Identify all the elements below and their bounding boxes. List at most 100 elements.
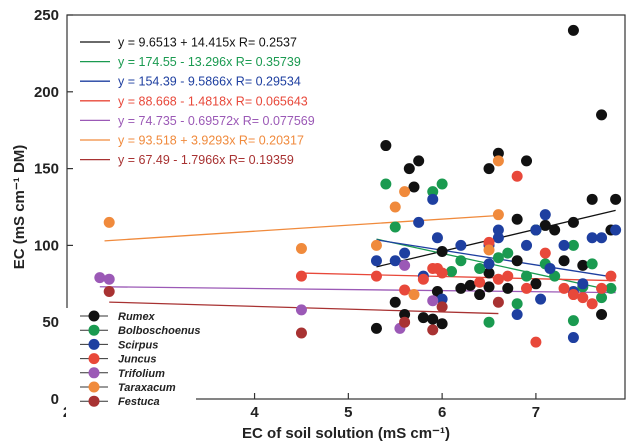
point-taraxacum: [492, 209, 504, 221]
point-rumex: [577, 259, 589, 271]
point-bolboschoenus: [492, 252, 504, 264]
point-rumex: [596, 309, 608, 321]
point-scirpus: [492, 224, 504, 236]
point-juncus: [474, 276, 486, 288]
point-scirpus: [370, 255, 382, 267]
point-scirpus: [558, 239, 570, 251]
point-juncus: [530, 336, 542, 348]
point-rumex: [427, 313, 439, 325]
legend-marker: [88, 310, 100, 322]
point-scirpus: [483, 258, 495, 270]
point-juncus: [558, 282, 570, 294]
point-scirpus: [511, 309, 523, 321]
point-rumex: [464, 279, 476, 291]
legend-marker: [88, 395, 100, 407]
point-taraxacum: [370, 239, 382, 251]
equation-text: y = 174.55 - 13.296x R= 0.35739: [118, 55, 301, 69]
equation-text: y = 88.668 - 1.4818x R= 0.065643: [118, 94, 308, 108]
point-rumex: [567, 216, 579, 228]
point-rumex: [610, 193, 622, 205]
point-rumex: [511, 213, 523, 225]
point-rumex: [539, 219, 551, 231]
legend-marker: [88, 324, 100, 336]
point-bolboschoenus: [567, 239, 579, 251]
x-tick-label: 5: [344, 404, 352, 421]
point-bolboschoenus: [567, 315, 579, 327]
point-scirpus: [567, 332, 579, 344]
point-juncus: [577, 292, 589, 304]
point-juncus: [436, 267, 448, 279]
legend-label: Scirpus: [118, 339, 158, 351]
point-festuca: [492, 296, 504, 308]
legend-label: Festuca: [118, 396, 160, 408]
point-scirpus: [521, 239, 533, 251]
point-scirpus: [427, 193, 439, 205]
point-bolboschoenus: [436, 178, 448, 190]
point-rumex: [558, 255, 570, 267]
point-bolboschoenus: [389, 221, 401, 233]
x-tick-label: 4: [250, 404, 259, 421]
equation-text: y = 93.518 + 3.9293x R= 0.20317: [118, 134, 304, 148]
y-tick-label: 200: [34, 84, 59, 101]
legend-label: Taraxacum: [118, 382, 176, 394]
point-bolboschoenus: [446, 266, 458, 278]
y-tick-label: 50: [42, 314, 59, 331]
point-rumex: [399, 309, 411, 321]
point-juncus: [483, 236, 495, 248]
species-legend: Rumex Bolboschoenus Scirpus Juncus Trifolium…: [66, 308, 201, 420]
point-juncus: [567, 289, 579, 301]
plot-frame: [66, 14, 626, 400]
legend-label: Trifolium: [118, 368, 165, 380]
point-juncus: [605, 270, 617, 282]
point-taraxacum: [483, 244, 495, 256]
y-axis-title: EC (mS cm⁻¹ DM): [11, 145, 28, 270]
point-juncus: [539, 247, 551, 259]
point-trifolium: [295, 304, 307, 316]
point-scirpus: [399, 247, 411, 259]
point-juncus: [492, 273, 504, 285]
y-tick-label: 100: [34, 237, 59, 254]
data-points: [94, 24, 622, 348]
point-scirpus: [577, 278, 589, 290]
point-trifolium: [103, 273, 115, 285]
point-juncus: [417, 273, 429, 285]
point-scirpus: [535, 293, 547, 305]
point-rumex: [436, 246, 448, 258]
equation-list: y = 9.6513 + 14.415x R= 0.2537 y = 174.55…: [80, 36, 315, 167]
legend-marker: [88, 338, 100, 350]
point-juncus: [596, 282, 608, 294]
point-scirpus: [431, 232, 443, 244]
point-juncus: [295, 270, 307, 282]
point-rumex: [370, 322, 382, 334]
point-bolboschoenus: [474, 262, 486, 274]
point-bolboschoenus: [511, 298, 523, 310]
y-axis-ticks: 0 50 100 150 200 250: [34, 7, 73, 408]
point-rumex: [521, 155, 533, 167]
y-tick-label: 0: [51, 391, 59, 408]
y-tick-label: 250: [34, 7, 59, 24]
point-bolboschoenus: [455, 255, 467, 267]
legend-marker: [88, 367, 100, 379]
point-scirpus: [389, 255, 401, 267]
point-bolboschoenus: [502, 247, 514, 259]
point-bolboschoenus: [427, 186, 439, 198]
point-scirpus: [544, 262, 556, 274]
point-rumex: [408, 181, 420, 193]
point-rumex: [530, 278, 542, 290]
point-scirpus: [436, 293, 448, 305]
point-bolboschoenus: [521, 270, 533, 282]
legend-label: Rumex: [118, 311, 156, 323]
point-festuca: [399, 316, 411, 328]
point-juncus: [521, 282, 533, 294]
point-bolboschoenus: [596, 292, 608, 304]
fit-line-bolboschoenus: [376, 238, 616, 292]
point-festuca: [427, 324, 439, 336]
x-tick-label: 6: [438, 404, 446, 421]
point-rumex: [403, 163, 415, 175]
point-scirpus: [586, 232, 598, 244]
point-festuca: [295, 327, 307, 339]
point-trifolium: [94, 272, 106, 284]
point-scirpus: [455, 239, 467, 251]
point-juncus: [502, 270, 514, 282]
